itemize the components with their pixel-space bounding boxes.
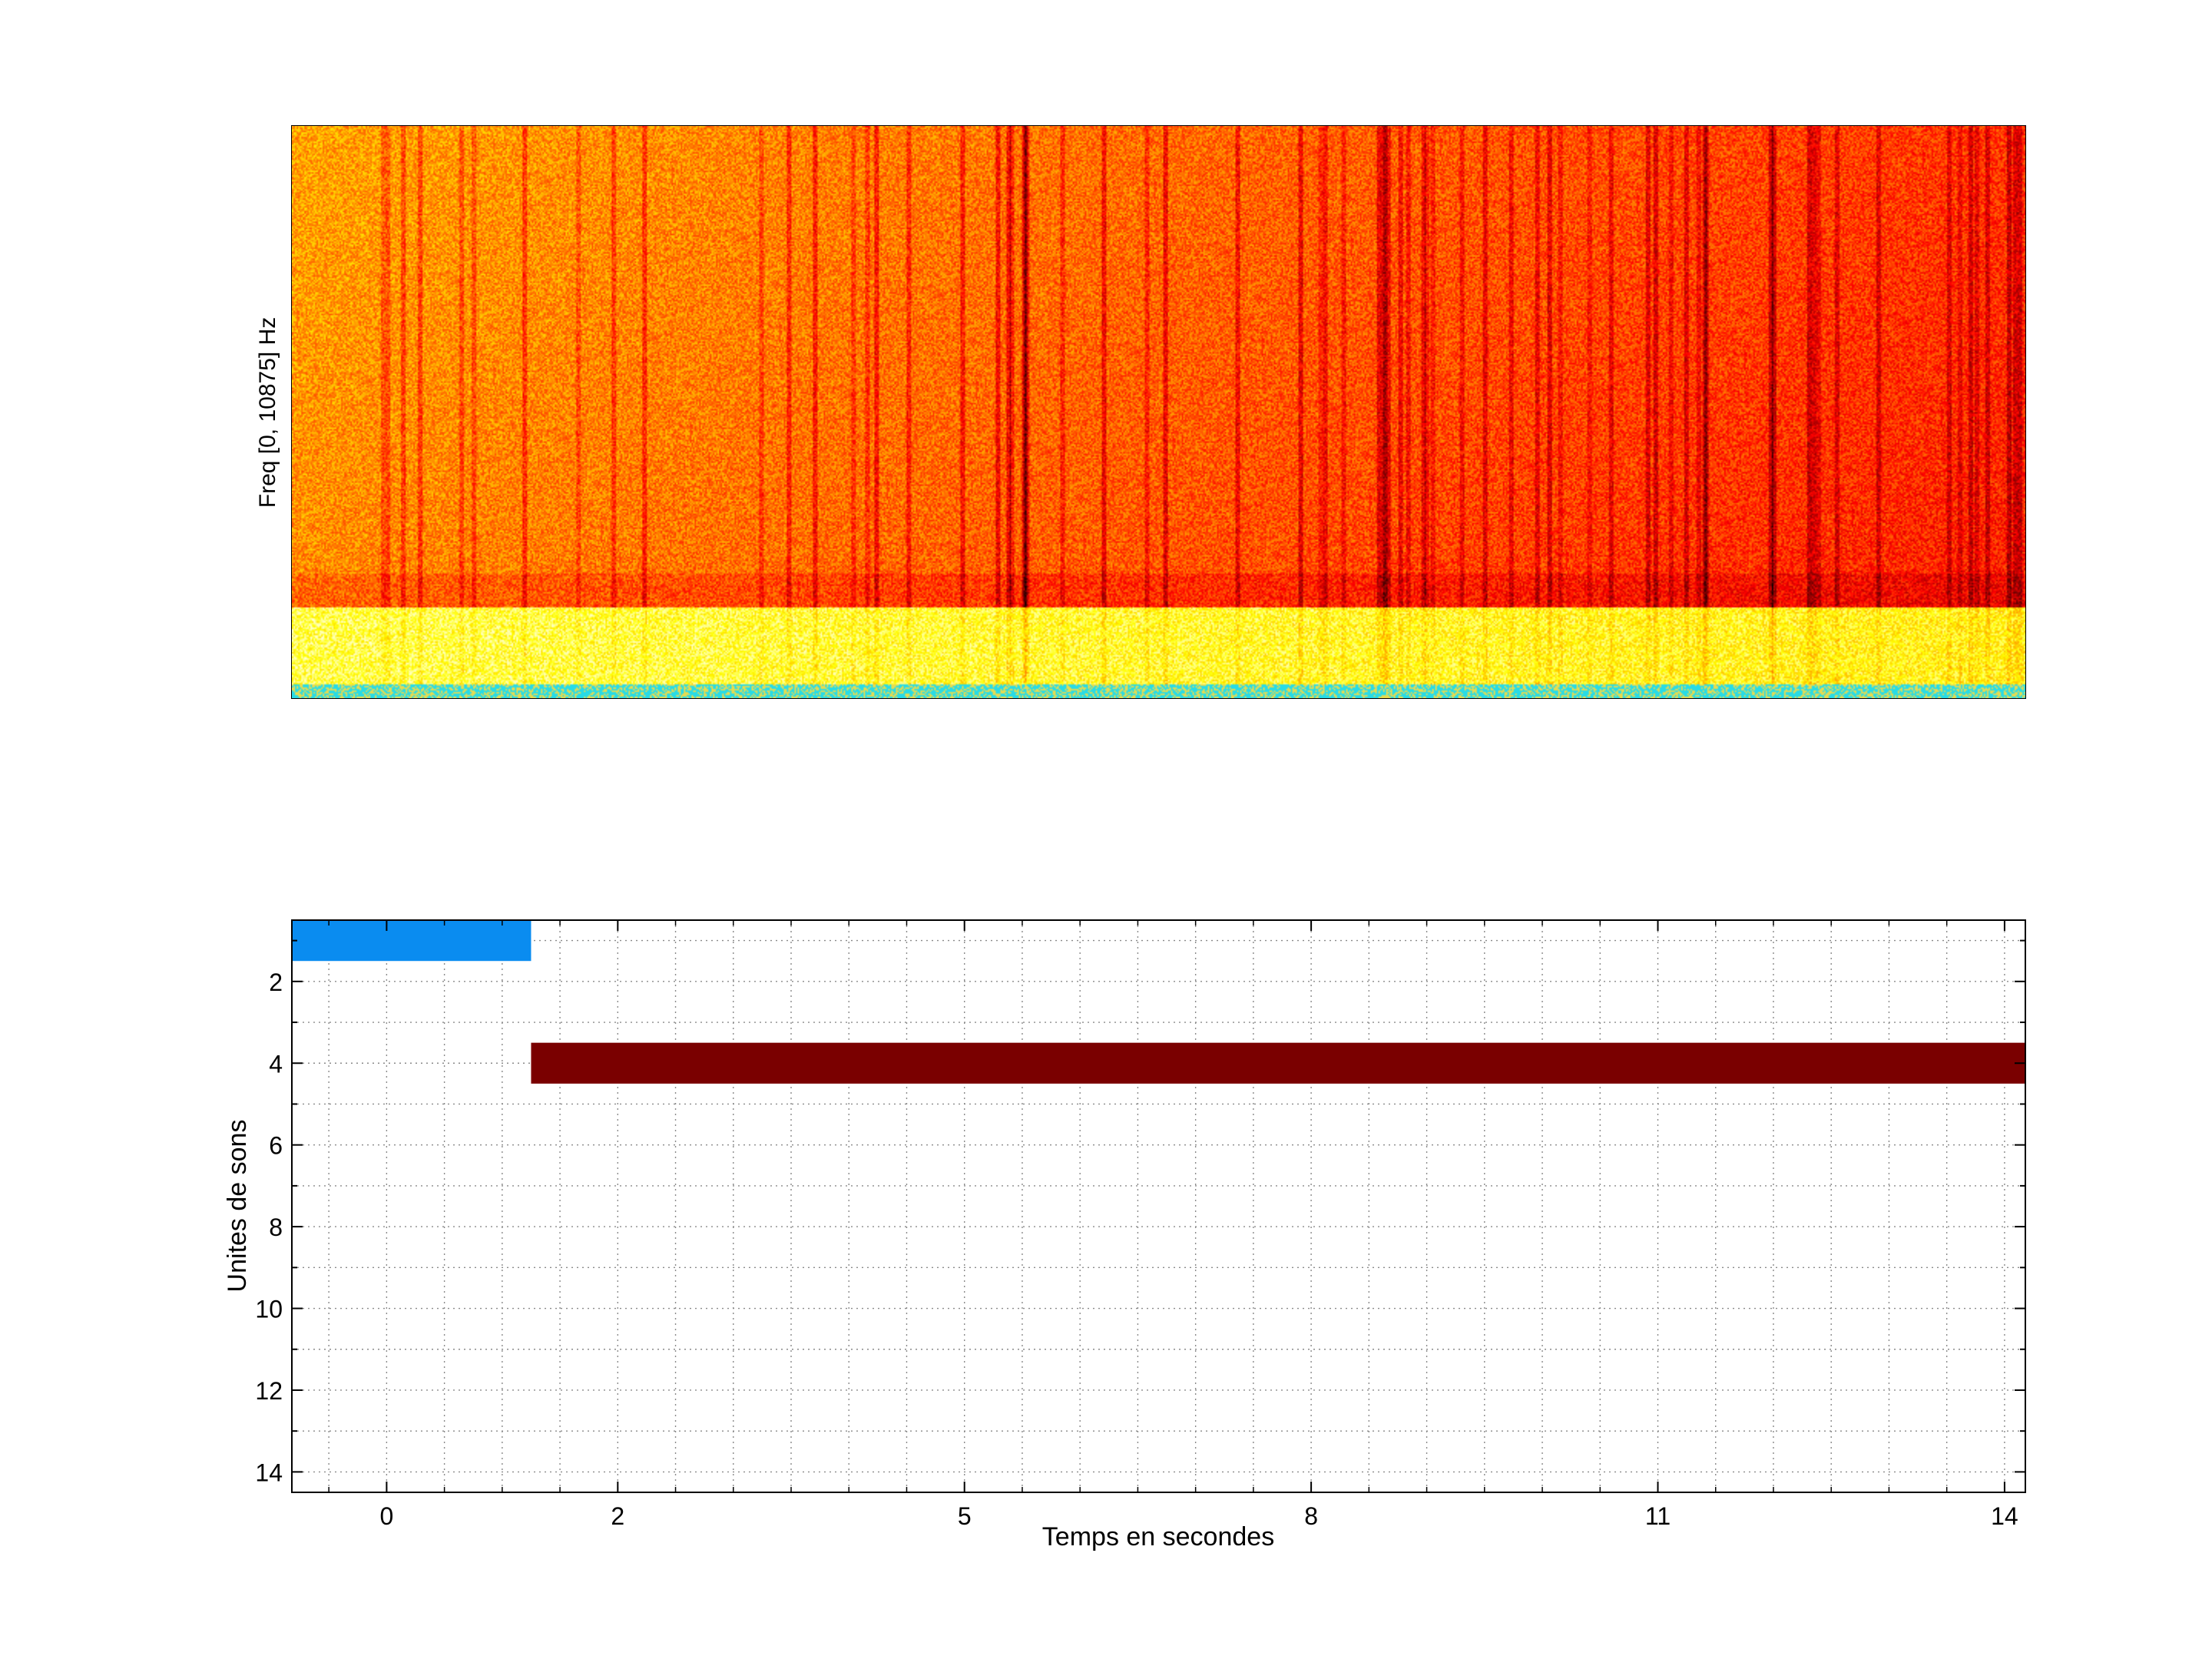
units-x-tick-labels: 0 2 5 8 11 14 xyxy=(379,1502,2018,1530)
units-x-tick-label: 5 xyxy=(958,1502,972,1530)
units-x-tick-label: 0 xyxy=(379,1502,393,1530)
units-grid xyxy=(292,920,2025,1492)
spectrogram-image xyxy=(292,126,2025,698)
units-x-tick-label: 14 xyxy=(1991,1502,2018,1530)
units-y-tick-label: 2 xyxy=(269,969,283,996)
unit-bar-4 xyxy=(531,1042,2025,1084)
units-y-tick-label: 12 xyxy=(255,1377,283,1405)
units-y-tick-label: 6 xyxy=(269,1132,283,1160)
units-y-tick-labels: 2 4 6 8 10 12 14 xyxy=(255,969,283,1487)
units-y-tick-label: 8 xyxy=(269,1214,283,1241)
units-frame xyxy=(291,919,2026,1493)
units-ylabel: Unites de sons xyxy=(223,1120,252,1293)
units-x-tick-label: 2 xyxy=(611,1502,624,1530)
units-y-tick-label: 4 xyxy=(269,1050,283,1078)
units-x-tick-label: 11 xyxy=(1645,1502,1671,1530)
units-xlabel: Temps en secondes xyxy=(1042,1522,1274,1551)
spectrogram-ylabel: Freq [0, 10875] Hz xyxy=(255,317,280,508)
units-bars xyxy=(292,920,2025,1084)
units-y-tick-label: 10 xyxy=(255,1296,283,1323)
units-x-tick-label: 8 xyxy=(1304,1502,1318,1530)
units-ticks xyxy=(292,920,2025,1492)
units-axes: 0 2 5 8 11 14 2 4 6 8 10 12 14 Temps en secondes Un… xyxy=(223,919,2026,1551)
units-y-tick-label: 14 xyxy=(255,1459,283,1486)
unit-bar-1 xyxy=(292,920,531,962)
units-plot-bg xyxy=(292,920,2025,1492)
